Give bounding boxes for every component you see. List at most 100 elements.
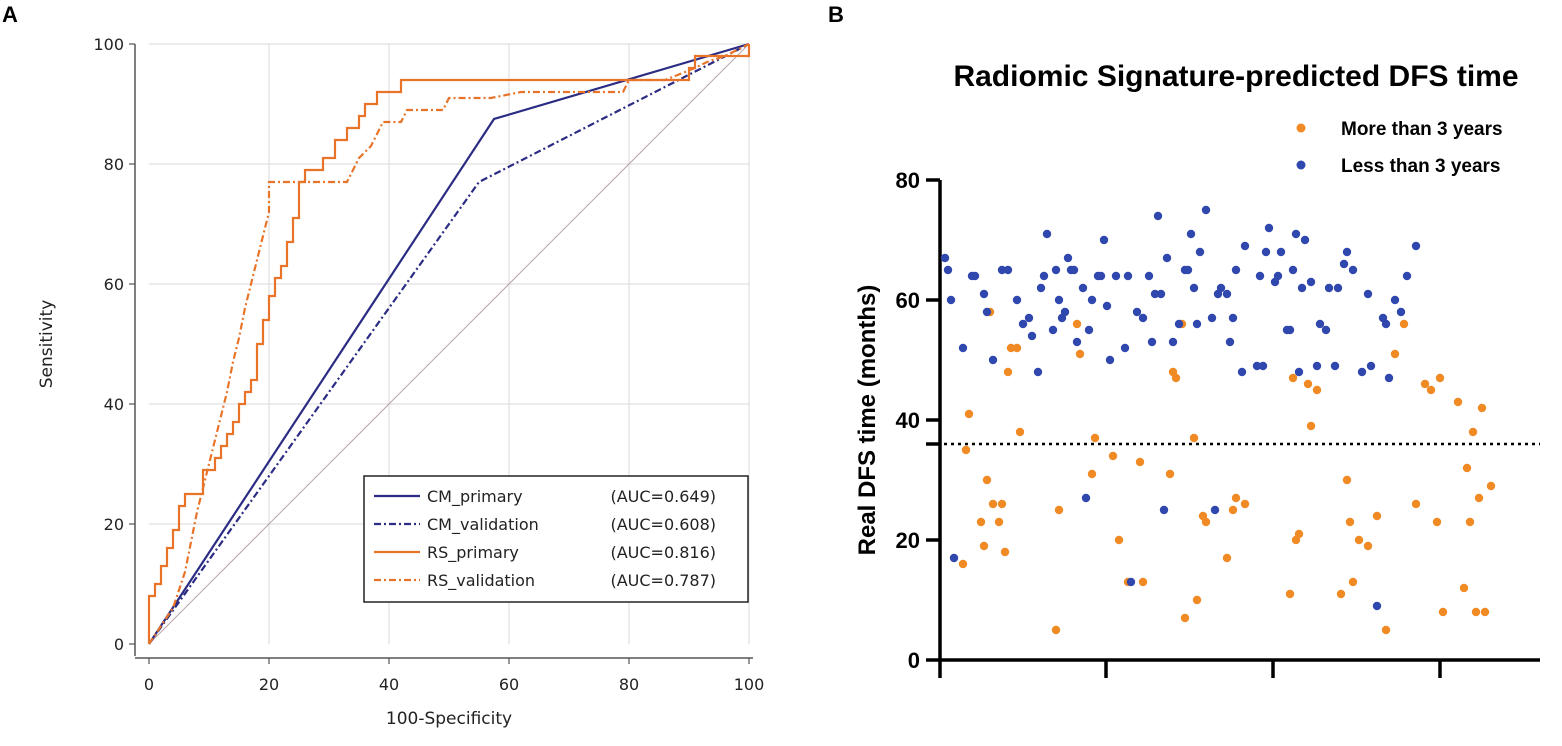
point-less-than-3-years xyxy=(1315,319,1325,329)
scatter-legend-label: More than 3 years xyxy=(1341,119,1503,140)
point-less-than-3-years xyxy=(1069,265,1079,275)
point-less-than-3-years xyxy=(1003,265,1013,275)
point-more-than-3-years xyxy=(1471,607,1481,617)
point-less-than-3-years xyxy=(1036,283,1046,293)
point-less-than-3-years xyxy=(1138,313,1148,323)
point-more-than-3-years xyxy=(1285,589,1295,599)
point-more-than-3-years xyxy=(1342,475,1352,485)
point-less-than-3-years xyxy=(1273,271,1283,281)
point-more-than-3-years xyxy=(979,541,989,551)
point-more-than-3-years xyxy=(1438,607,1448,617)
scatter-y-tick-label: 0 xyxy=(908,648,920,673)
point-less-than-3-years xyxy=(1054,295,1064,305)
point-more-than-3-years xyxy=(1240,499,1250,509)
roc-legend: CM_primary (AUC=0.649) CM_validation (AUC=0… xyxy=(363,475,749,603)
point-less-than-3-years xyxy=(1018,319,1028,329)
roc-series-group xyxy=(147,42,751,645)
point-more-than-3-years xyxy=(1381,625,1391,635)
point-less-than-3-years xyxy=(1390,295,1400,305)
point-more-than-3-years xyxy=(1180,613,1190,623)
scatter-y-tick-label: 20 xyxy=(896,528,920,553)
scatter-y-tick-label: 40 xyxy=(896,408,920,433)
point-less-than-3-years xyxy=(1366,361,1376,371)
scatter-y-axis-title: Real DFS time (months) xyxy=(854,285,881,556)
roc-y-tick-label: 0 xyxy=(114,635,124,654)
point-less-than-3-years xyxy=(1294,367,1304,377)
point-less-than-3-years xyxy=(1084,325,1094,335)
roc-legend-auc: (AUC=0.816) xyxy=(610,543,716,562)
point-more-than-3-years xyxy=(1171,373,1181,383)
point-more-than-3-years xyxy=(1486,481,1496,491)
point-more-than-3-years xyxy=(982,475,992,485)
roc-legend-box xyxy=(363,475,749,603)
point-less-than-3-years xyxy=(940,253,950,263)
point-less-than-3-years xyxy=(1123,271,1133,281)
point-less-than-3-years xyxy=(949,553,959,563)
point-less-than-3-years xyxy=(1096,271,1106,281)
point-less-than-3-years xyxy=(1222,289,1232,299)
point-less-than-3-years xyxy=(1120,343,1130,353)
roc-chart: 0 20 40 60 80 100 0 20 40 60 80 100 100-Specificit… xyxy=(37,35,764,729)
point-more-than-3-years xyxy=(1411,499,1421,509)
roc-legend-name: RS_validation xyxy=(427,571,535,591)
point-less-than-3-years xyxy=(979,289,989,299)
point-more-than-3-years xyxy=(1426,385,1436,395)
point-more-than-3-years xyxy=(1354,535,1364,545)
point-less-than-3-years xyxy=(1225,337,1235,347)
point-less-than-3-years xyxy=(988,355,998,365)
roc-x-axis-title: 100-Specificity xyxy=(386,709,512,729)
point-less-than-3-years xyxy=(943,265,953,275)
point-more-than-3-years xyxy=(1012,343,1022,353)
point-less-than-3-years xyxy=(982,307,992,317)
point-less-than-3-years xyxy=(1111,271,1121,281)
point-less-than-3-years xyxy=(1042,229,1052,239)
point-more-than-3-years xyxy=(1372,511,1382,521)
scatter-legend: More than 3 years Less than 3 years xyxy=(1296,119,1503,177)
point-less-than-3-years xyxy=(1012,295,1022,305)
point-more-than-3-years xyxy=(1432,517,1442,527)
point-more-than-3-years xyxy=(1075,349,1085,359)
point-less-than-3-years xyxy=(970,271,980,281)
point-more-than-3-years xyxy=(1477,403,1487,413)
point-more-than-3-years xyxy=(1006,343,1016,353)
point-less-than-3-years xyxy=(1348,265,1358,275)
point-more-than-3-years xyxy=(1165,469,1175,479)
roc-line-cm-primary xyxy=(148,42,750,645)
point-less-than-3-years xyxy=(1147,337,1157,347)
roc-y-tick-label: 100 xyxy=(93,35,124,54)
point-more-than-3-years xyxy=(1363,541,1373,551)
point-less-than-3-years xyxy=(1372,601,1382,611)
point-less-than-3-years xyxy=(1168,337,1178,347)
point-less-than-3-years xyxy=(1252,361,1262,371)
point-less-than-3-years xyxy=(1285,325,1295,335)
point-less-than-3-years xyxy=(1264,223,1274,233)
panel-b-letter: B xyxy=(828,2,844,27)
point-more-than-3-years xyxy=(976,517,986,527)
point-less-than-3-years xyxy=(1192,319,1202,329)
panel-a-letter: A xyxy=(2,2,18,27)
point-more-than-3-years xyxy=(961,445,971,455)
point-less-than-3-years xyxy=(1186,229,1196,239)
point-more-than-3-years xyxy=(1294,529,1304,539)
point-less-than-3-years xyxy=(1288,265,1298,275)
point-more-than-3-years xyxy=(1231,493,1241,503)
point-more-than-3-years xyxy=(1312,385,1322,395)
point-less-than-3-years xyxy=(1144,271,1154,281)
point-more-than-3-years xyxy=(1474,493,1484,503)
point-more-than-3-years xyxy=(1306,421,1316,431)
roc-legend-auc: (AUC=0.649) xyxy=(610,487,716,506)
roc-x-tick-label: 0 xyxy=(144,675,154,694)
point-more-than-3-years xyxy=(1051,625,1061,635)
point-more-than-3-years xyxy=(1336,589,1346,599)
point-more-than-3-years xyxy=(1114,535,1124,545)
scatter-title: Radiomic Signature-predicted DFS time xyxy=(953,60,1518,93)
roc-y-tick-label: 80 xyxy=(104,155,124,174)
point-more-than-3-years xyxy=(1138,577,1148,587)
point-less-than-3-years xyxy=(1207,313,1217,323)
point-more-than-3-years xyxy=(1090,433,1100,443)
point-less-than-3-years xyxy=(1210,505,1220,515)
point-more-than-3-years xyxy=(1468,427,1478,437)
point-less-than-3-years xyxy=(1078,283,1088,293)
point-more-than-3-years xyxy=(964,409,974,419)
